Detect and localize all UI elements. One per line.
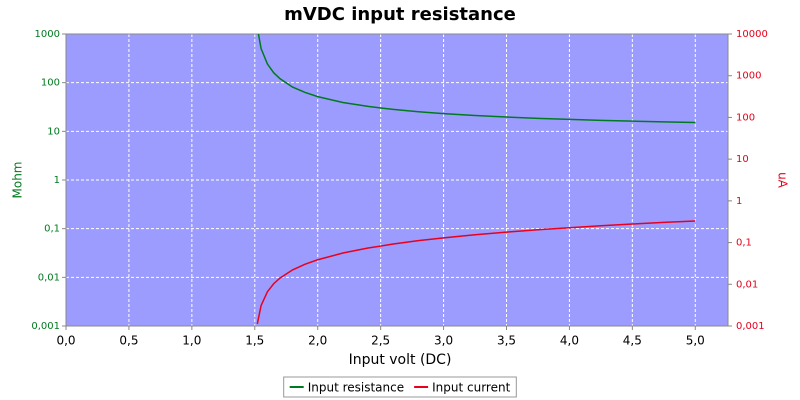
x-axis-label: Input volt (DC) <box>349 352 452 368</box>
chart-title: mVDC input resistance <box>284 4 516 25</box>
y2-tick-label: 0,01 <box>736 279 758 290</box>
x-tick-label: 3,5 <box>497 334 516 348</box>
series-group <box>256 34 696 325</box>
x-tick-label: 4,5 <box>623 334 642 348</box>
x-tick-label: 2,5 <box>371 334 390 348</box>
y2-tick-label: 0,1 <box>736 238 752 249</box>
y-tick-label: 1 <box>54 175 60 186</box>
plot-frame <box>65 33 729 327</box>
y2-tick-label: 1000 <box>736 71 761 82</box>
y-tick-label: 100 <box>41 78 60 89</box>
y-axis-label: Mohm <box>11 162 25 199</box>
x-tick-label: 0,0 <box>56 334 75 348</box>
y2-tick-label: 10000 <box>736 29 768 40</box>
x-tick-label: 0,5 <box>119 334 138 348</box>
y-tick-label: 0,01 <box>38 272 60 283</box>
x-tick-label: 2,0 <box>308 334 327 348</box>
y2-tick-label: 0,001 <box>736 321 765 332</box>
legend: Input resistance Input current <box>283 376 517 398</box>
line <box>257 34 696 124</box>
x-tick-label: 1,0 <box>182 334 201 348</box>
y2-tick-label: 100 <box>736 112 755 123</box>
y-tick-label: 0,001 <box>31 321 60 332</box>
y2-tick-label: 1 <box>736 196 742 207</box>
legend-label: Input current <box>432 381 510 395</box>
legend-box <box>283 376 517 398</box>
x-tick-label: 3,0 <box>434 334 453 348</box>
x-tick-label: 4,0 <box>560 334 579 348</box>
y-tick-label: 0,1 <box>44 224 60 235</box>
line <box>256 220 696 325</box>
y2-axis-label: uA <box>776 172 790 189</box>
legend-label: Input resistance <box>308 381 404 395</box>
y2-tick-label: 10 <box>736 154 749 165</box>
y-tick-label: 10 <box>47 126 60 137</box>
x-tick-label: 1,5 <box>245 334 264 348</box>
y-tick-label: 1000 <box>35 29 60 40</box>
x-tick-label: 5,0 <box>686 334 705 348</box>
